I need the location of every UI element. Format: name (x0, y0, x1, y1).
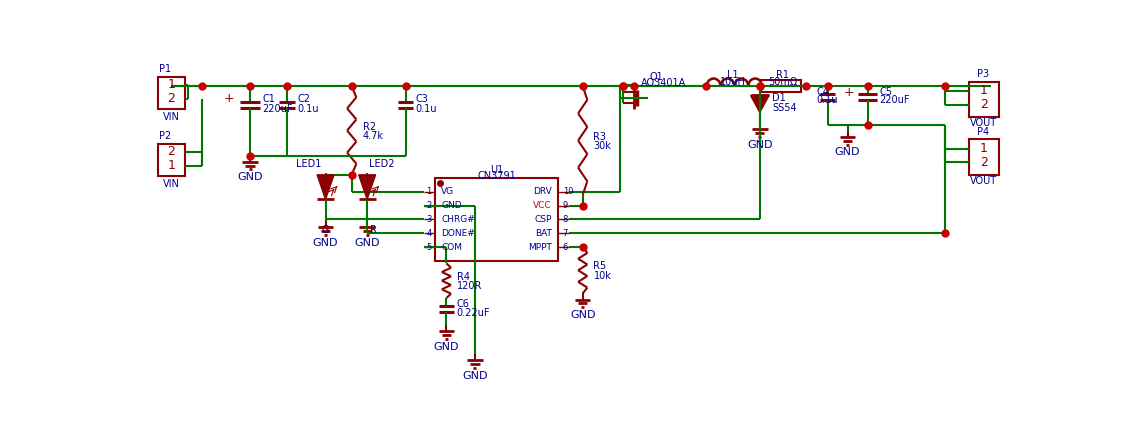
Bar (761, 80, 801, 92)
Text: +: + (843, 86, 854, 99)
Text: VIN: VIN (164, 112, 180, 122)
Text: 0.1u: 0.1u (415, 104, 438, 114)
Text: 120R: 120R (457, 281, 483, 291)
Text: P1: P1 (159, 64, 171, 74)
Text: CN3791: CN3791 (477, 171, 515, 181)
Text: C5: C5 (879, 87, 892, 98)
Text: GND: GND (462, 371, 487, 381)
Text: VG: VG (441, 187, 455, 196)
Text: P2: P2 (159, 131, 171, 141)
Text: 50mΩ: 50mΩ (768, 77, 797, 87)
Text: 2: 2 (980, 98, 988, 111)
Text: R4: R4 (457, 272, 470, 282)
Text: VOUT: VOUT (970, 176, 997, 186)
Text: CHRG#: CHRG# (441, 215, 475, 224)
Text: BAT: BAT (535, 229, 552, 238)
Text: D1: D1 (773, 93, 786, 103)
Bar (969, 139, 998, 175)
Text: LED2: LED2 (370, 159, 395, 169)
Text: 2: 2 (168, 92, 176, 105)
Text: Q1: Q1 (650, 72, 663, 82)
Text: 10k: 10k (593, 270, 611, 281)
Text: 1: 1 (980, 142, 988, 155)
Text: DRV: DRV (534, 187, 552, 196)
Text: GND: GND (312, 237, 338, 248)
Polygon shape (359, 175, 376, 200)
Text: 4: 4 (426, 229, 432, 238)
Text: VCC: VCC (534, 201, 552, 210)
Text: 220uF: 220uF (879, 95, 909, 105)
Bar (435, 178, 558, 261)
Text: +: + (224, 92, 235, 105)
Text: R2: R2 (362, 122, 376, 132)
Text: CSP: CSP (535, 215, 552, 224)
Text: 220uF: 220uF (263, 104, 293, 114)
Text: 10uH: 10uH (720, 77, 746, 86)
Text: 9: 9 (563, 201, 569, 210)
Text: U1: U1 (490, 165, 503, 175)
Text: MPPT: MPPT (528, 243, 552, 252)
Polygon shape (750, 95, 769, 112)
Text: DONE#: DONE# (441, 229, 475, 238)
Text: 30k: 30k (593, 141, 611, 151)
Text: GND: GND (747, 140, 773, 150)
Text: R1: R1 (776, 71, 790, 80)
Text: R5: R5 (593, 261, 607, 271)
Text: 3: 3 (426, 215, 432, 224)
Text: 1: 1 (168, 78, 176, 91)
Text: C2: C2 (297, 94, 310, 104)
Text: 5: 5 (426, 243, 432, 252)
Text: GND: GND (835, 147, 861, 157)
Text: 0.1u: 0.1u (297, 104, 318, 114)
Text: GND: GND (570, 310, 596, 320)
Text: COM: COM (441, 243, 462, 252)
Text: 1: 1 (426, 187, 432, 196)
Text: R: R (370, 225, 377, 235)
Text: C6: C6 (457, 299, 469, 309)
Text: C4: C4 (817, 87, 830, 98)
Bar (969, 82, 998, 117)
Text: VIN: VIN (164, 179, 180, 189)
Text: LED1: LED1 (297, 159, 321, 169)
Text: L1: L1 (728, 71, 739, 80)
Bar (158, 144, 185, 176)
Text: 7: 7 (563, 229, 569, 238)
Text: GND: GND (441, 201, 461, 210)
Text: 8: 8 (563, 215, 569, 224)
Text: 2: 2 (168, 145, 176, 158)
Text: SS54: SS54 (773, 103, 796, 113)
Text: 0.1u: 0.1u (817, 95, 838, 105)
Text: P4: P4 (977, 127, 989, 137)
Text: 2: 2 (980, 156, 988, 169)
Text: G: G (321, 225, 329, 235)
Text: C1: C1 (263, 94, 275, 104)
Text: 1: 1 (168, 159, 176, 172)
Text: GND: GND (433, 341, 459, 351)
Text: 2: 2 (426, 201, 432, 210)
Text: 1: 1 (980, 84, 988, 97)
Text: R3: R3 (593, 132, 607, 142)
Text: C3: C3 (415, 94, 429, 104)
Text: 0.22uF: 0.22uF (457, 308, 490, 318)
Text: GND: GND (354, 237, 380, 248)
Text: 10: 10 (563, 187, 573, 196)
Bar (158, 77, 185, 109)
Polygon shape (317, 175, 334, 200)
Text: GND: GND (237, 172, 263, 182)
Text: 6: 6 (563, 243, 569, 252)
Text: AO3401A: AO3401A (641, 78, 686, 88)
Text: 4.7k: 4.7k (362, 131, 384, 141)
Text: P3: P3 (977, 69, 989, 79)
Text: VOUT: VOUT (970, 118, 997, 128)
